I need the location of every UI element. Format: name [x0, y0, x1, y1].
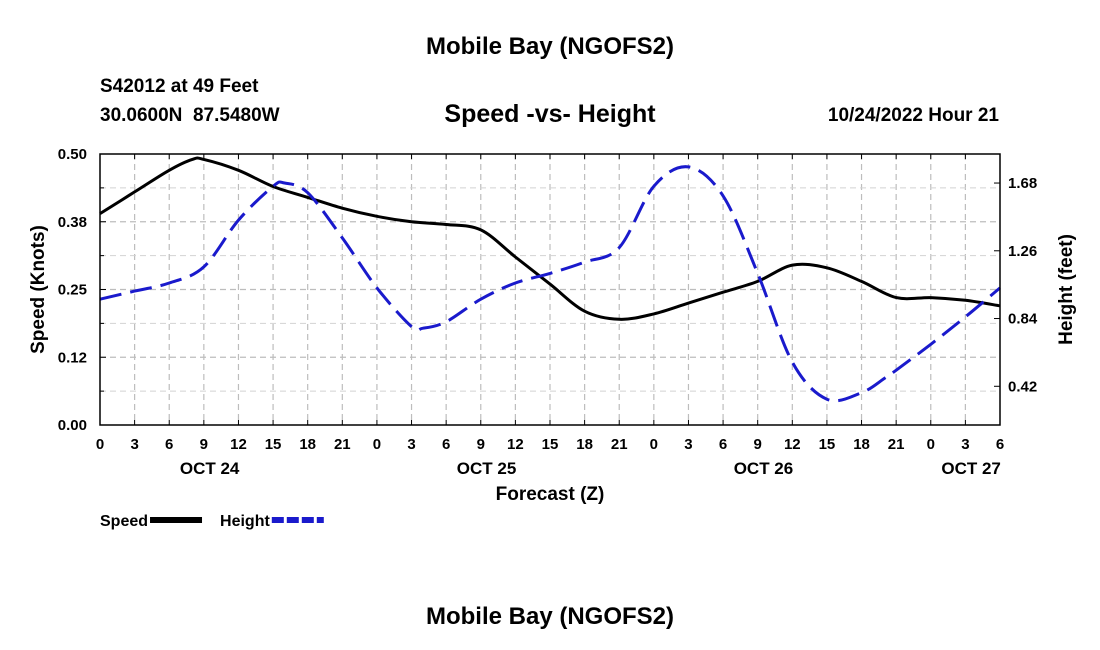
x-tick-label: 21 — [611, 436, 628, 453]
x-tick-label: 0 — [927, 436, 935, 453]
x-tick-label: 18 — [853, 436, 870, 453]
x-tick-label: 3 — [961, 436, 969, 453]
y2-tick-label: 0.42 — [1008, 378, 1037, 395]
legend-label: Height — [220, 513, 270, 530]
y-tick-label: 0.12 — [58, 349, 87, 366]
legend: Speed Height — [100, 513, 324, 530]
footer-title: Mobile Bay (NGOFS2) — [425, 603, 675, 630]
y2-tick-label: 1.26 — [1008, 243, 1037, 260]
x-tick-label: 18 — [576, 436, 593, 453]
x-tick-label: 18 — [299, 436, 316, 453]
x-tick-label: 21 — [334, 436, 351, 453]
grid — [100, 154, 1000, 425]
x-tick-label: 3 — [130, 436, 138, 453]
y-axis-label: Speed (Knots) — [28, 225, 49, 354]
page-title: Mobile Bay (NGOFS2) — [425, 33, 675, 60]
x-tick-label: 3 — [407, 436, 415, 453]
y-tick-label: 0.00 — [58, 417, 87, 434]
x-tick-label: 6 — [996, 436, 1004, 453]
x-tick-label: 9 — [477, 436, 485, 453]
date-label: OCT 26 — [734, 459, 794, 478]
height-series-line — [99, 165, 1001, 403]
x-tick-label: 12 — [507, 436, 524, 453]
x-tick-label: 0 — [373, 436, 381, 453]
y-tick-label: 0.25 — [58, 282, 87, 299]
date-label: OCT 27 — [941, 459, 1001, 478]
x-tick-label: 15 — [542, 436, 559, 453]
y2-axis-label: Height (feet) — [1056, 234, 1077, 345]
x-tick-label: 9 — [754, 436, 762, 453]
date-label: OCT 24 — [180, 459, 240, 478]
x-tick-label: 6 — [442, 436, 450, 453]
axes: 0 3 6 9 12 15 18 21 0 3 6 9 12 15 18 21 0 3 6 9 12 15 18 21 0 3 6 0… — [28, 146, 1077, 505]
x-tick-label: 0 — [96, 436, 104, 453]
speed-series-line — [99, 156, 1001, 321]
legend-label: Speed — [100, 513, 148, 530]
x-tick-label: 3 — [684, 436, 692, 453]
x-tick-label: 15 — [265, 436, 282, 453]
x-tick-label: 15 — [819, 436, 836, 453]
series-layer — [99, 156, 1001, 403]
y2-tick-label: 1.68 — [1008, 175, 1037, 192]
x-tick-label: 12 — [784, 436, 801, 453]
x-tick-label: 21 — [888, 436, 905, 453]
x-tick-label: 12 — [230, 436, 247, 453]
station-label: S42012 at 49 Feet — [100, 76, 259, 97]
y-tick-label: 0.38 — [58, 214, 87, 231]
date-label: OCT 25 — [457, 459, 517, 478]
x-tick-label: 9 — [200, 436, 208, 453]
run-time-label: 10/24/2022 Hour 21 — [827, 105, 999, 126]
y-tick-label: 0.50 — [58, 146, 87, 163]
chart-subtitle: Speed -vs- Height — [444, 100, 656, 128]
x-tick-label: 6 — [719, 436, 727, 453]
y2-tick-label: 0.84 — [1008, 311, 1038, 328]
x-axis-label: Forecast (Z) — [496, 484, 605, 505]
x-tick-label: 6 — [165, 436, 173, 453]
coordinates-label: 30.0600N 87.5480W — [100, 105, 280, 126]
x-tick-label: 0 — [650, 436, 658, 453]
